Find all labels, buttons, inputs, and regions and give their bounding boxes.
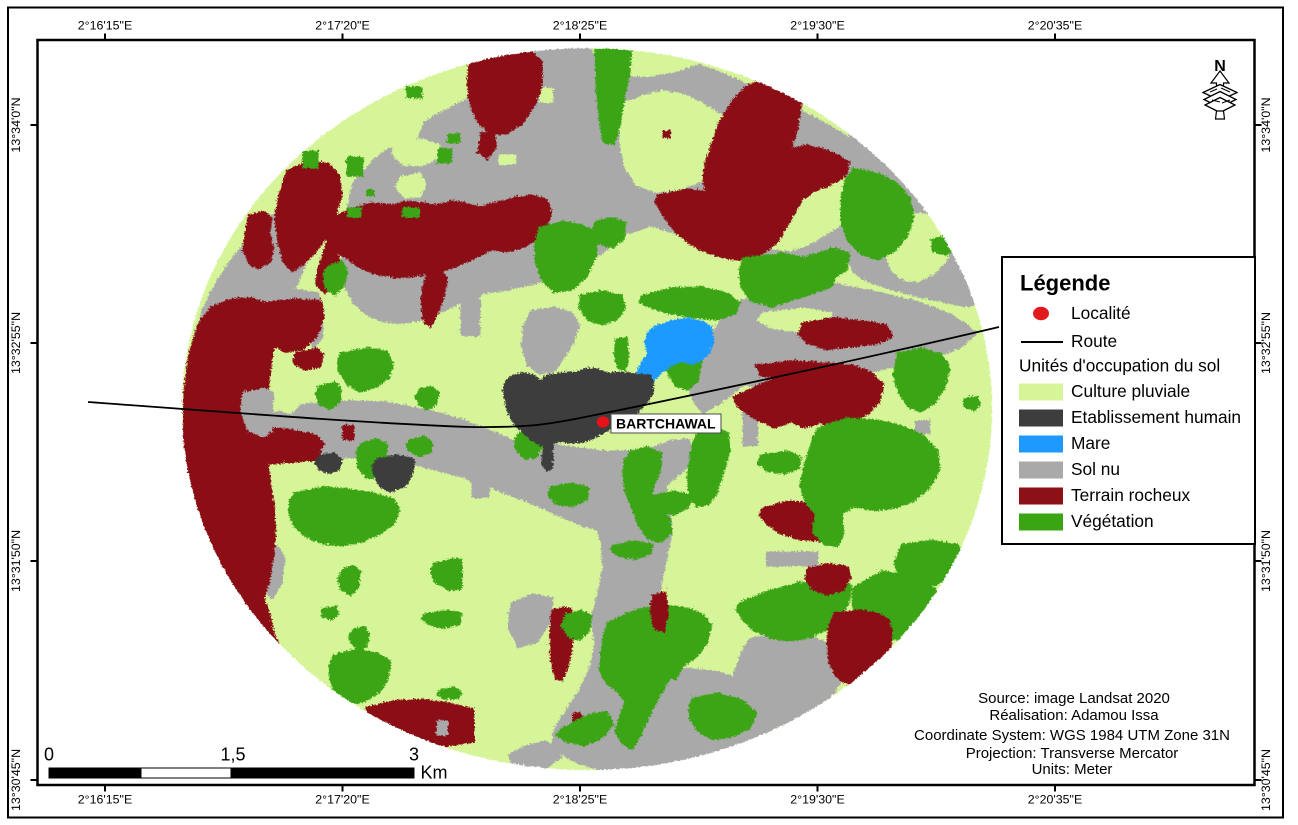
svg-text:Réalisation: Adamou Issa: Réalisation: Adamou Issa <box>989 707 1159 724</box>
svg-text:Km: Km <box>421 763 448 783</box>
svg-text:13°31'50"N: 13°31'50"N <box>9 530 23 592</box>
svg-text:Units: Meter: Units: Meter <box>1032 761 1113 778</box>
svg-text:Terrain rocheux: Terrain rocheux <box>1071 485 1190 505</box>
svg-text:2°17'20"E: 2°17'20"E <box>315 793 369 807</box>
svg-text:2°19'30"E: 2°19'30"E <box>790 793 844 807</box>
svg-text:Unités d'occupation du sol: Unités d'occupation du sol <box>1019 356 1220 376</box>
svg-text:13°34'0"N: 13°34'0"N <box>1259 97 1273 152</box>
svg-text:Source: image Landsat 2020: Source: image Landsat 2020 <box>978 690 1170 707</box>
svg-text:2°18'25"E: 2°18'25"E <box>553 19 607 33</box>
svg-text:Route: Route <box>1071 331 1117 351</box>
svg-text:2°19'30"E: 2°19'30"E <box>790 19 844 33</box>
svg-text:Projection: Transverse Mercato: Projection: Transverse Mercator <box>966 745 1179 762</box>
svg-text:13°32'55"N: 13°32'55"N <box>1259 312 1273 374</box>
svg-text:Etablissement humain: Etablissement humain <box>1071 407 1241 427</box>
svg-text:1,5: 1,5 <box>220 745 245 765</box>
svg-text:0: 0 <box>44 745 54 765</box>
svg-text:Sol nu: Sol nu <box>1071 459 1120 479</box>
svg-text:2°16'15"E: 2°16'15"E <box>78 793 132 807</box>
svg-text:Localité: Localité <box>1071 303 1131 323</box>
svg-text:2°18'25"E: 2°18'25"E <box>553 793 607 807</box>
svg-text:Mare: Mare <box>1071 433 1110 453</box>
svg-text:13°34'0"N: 13°34'0"N <box>9 97 23 152</box>
svg-text:BARTCHAWAL: BARTCHAWAL <box>616 416 716 432</box>
svg-text:N: N <box>1214 58 1226 75</box>
svg-text:13°30'45"N: 13°30'45"N <box>9 749 23 811</box>
svg-text:Végétation: Végétation <box>1071 511 1154 531</box>
svg-text:13°31'50"N: 13°31'50"N <box>1259 530 1273 592</box>
svg-text:13°30'45"N: 13°30'45"N <box>1259 749 1273 811</box>
svg-text:2°17'20"E: 2°17'20"E <box>315 19 369 33</box>
svg-text:2°16'15"E: 2°16'15"E <box>78 19 132 33</box>
svg-text:Légende: Légende <box>1020 271 1110 296</box>
svg-text:Coordinate System: WGS 1984 UT: Coordinate System: WGS 1984 UTM Zone 31N <box>914 727 1230 744</box>
svg-text:Culture pluviale: Culture pluviale <box>1071 381 1190 401</box>
svg-text:3: 3 <box>409 745 419 765</box>
svg-text:13°32'55"N: 13°32'55"N <box>9 312 23 374</box>
svg-text:2°20'35"E: 2°20'35"E <box>1028 793 1082 807</box>
svg-text:2°20'35"E: 2°20'35"E <box>1028 19 1082 33</box>
